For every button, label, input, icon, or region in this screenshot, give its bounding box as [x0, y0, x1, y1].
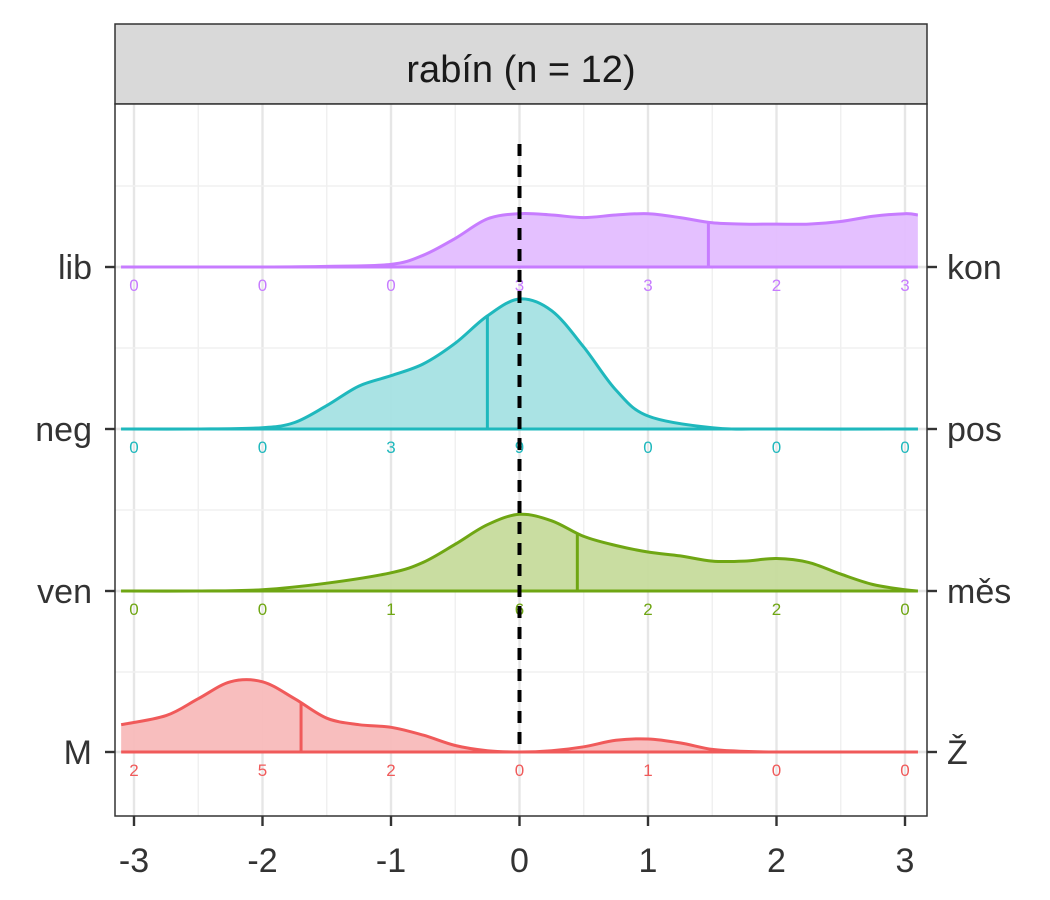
count-label: 3	[643, 276, 652, 295]
count-label: 2	[643, 600, 652, 619]
facet-title: rabín (n = 12)	[406, 49, 635, 91]
count-label: 2	[129, 761, 138, 780]
x-tick-label: 3	[896, 842, 915, 880]
y-tick-label-left: M	[64, 734, 92, 772]
x-tick-label: -2	[247, 842, 277, 880]
count-label: 0	[772, 438, 781, 457]
count-label: 0	[900, 761, 909, 780]
density-curve	[121, 212, 919, 269]
y-tick-label-left: lib	[58, 249, 92, 287]
density-area	[121, 213, 918, 268]
y-tick-label-right: Ž	[947, 734, 968, 772]
x-tick-label: 2	[767, 842, 786, 880]
y-tick-label-left: neg	[35, 411, 92, 449]
density-area	[121, 679, 918, 753]
count-label: 2	[772, 600, 781, 619]
count-label: 0	[129, 600, 138, 619]
axes: -3 -2 -1 0 1 2 3 lib kon neg pos ven měs M Ž	[35, 249, 1011, 880]
density-curve	[120, 678, 918, 754]
count-label: 3	[515, 276, 524, 295]
count-label: 2	[386, 761, 395, 780]
y-tick-label-right: měs	[947, 573, 1011, 611]
y-tick-label-left: ven	[37, 573, 92, 611]
count-label: 0	[515, 761, 524, 780]
count-label: 3	[900, 276, 909, 295]
x-tick-label: 1	[639, 842, 658, 880]
count-label: 1	[386, 600, 395, 619]
count-label: 1	[643, 761, 652, 780]
ridge-lib-kon: 0 0 0 3 3 2 3	[121, 212, 919, 295]
plot-border	[114, 103, 928, 817]
count-label: 0	[258, 600, 267, 619]
x-tick-label: -3	[119, 842, 149, 880]
density-curve	[121, 512, 919, 593]
count-label: 3	[386, 438, 395, 457]
count-label: 5	[258, 761, 267, 780]
facet-strip	[114, 23, 928, 105]
density-curve	[121, 297, 918, 431]
y-tick-label-right: kon	[947, 249, 1002, 287]
count-label: 0	[258, 438, 267, 457]
count-label: 0	[129, 438, 138, 457]
count-label: 0	[258, 276, 267, 295]
count-label: 0	[900, 438, 909, 457]
x-tick-label: -1	[376, 842, 406, 880]
y-tick-label-right: pos	[947, 411, 1002, 449]
x-tick-label: 0	[510, 842, 529, 880]
count-label: 0	[386, 276, 395, 295]
count-label: 2	[772, 276, 781, 295]
count-label: 0	[900, 600, 909, 619]
count-label: 0	[772, 761, 781, 780]
ridge-M-Ž: 2 5 2 0 1 0 0	[120, 678, 918, 780]
count-label: 0	[129, 276, 138, 295]
count-label: 0	[643, 438, 652, 457]
